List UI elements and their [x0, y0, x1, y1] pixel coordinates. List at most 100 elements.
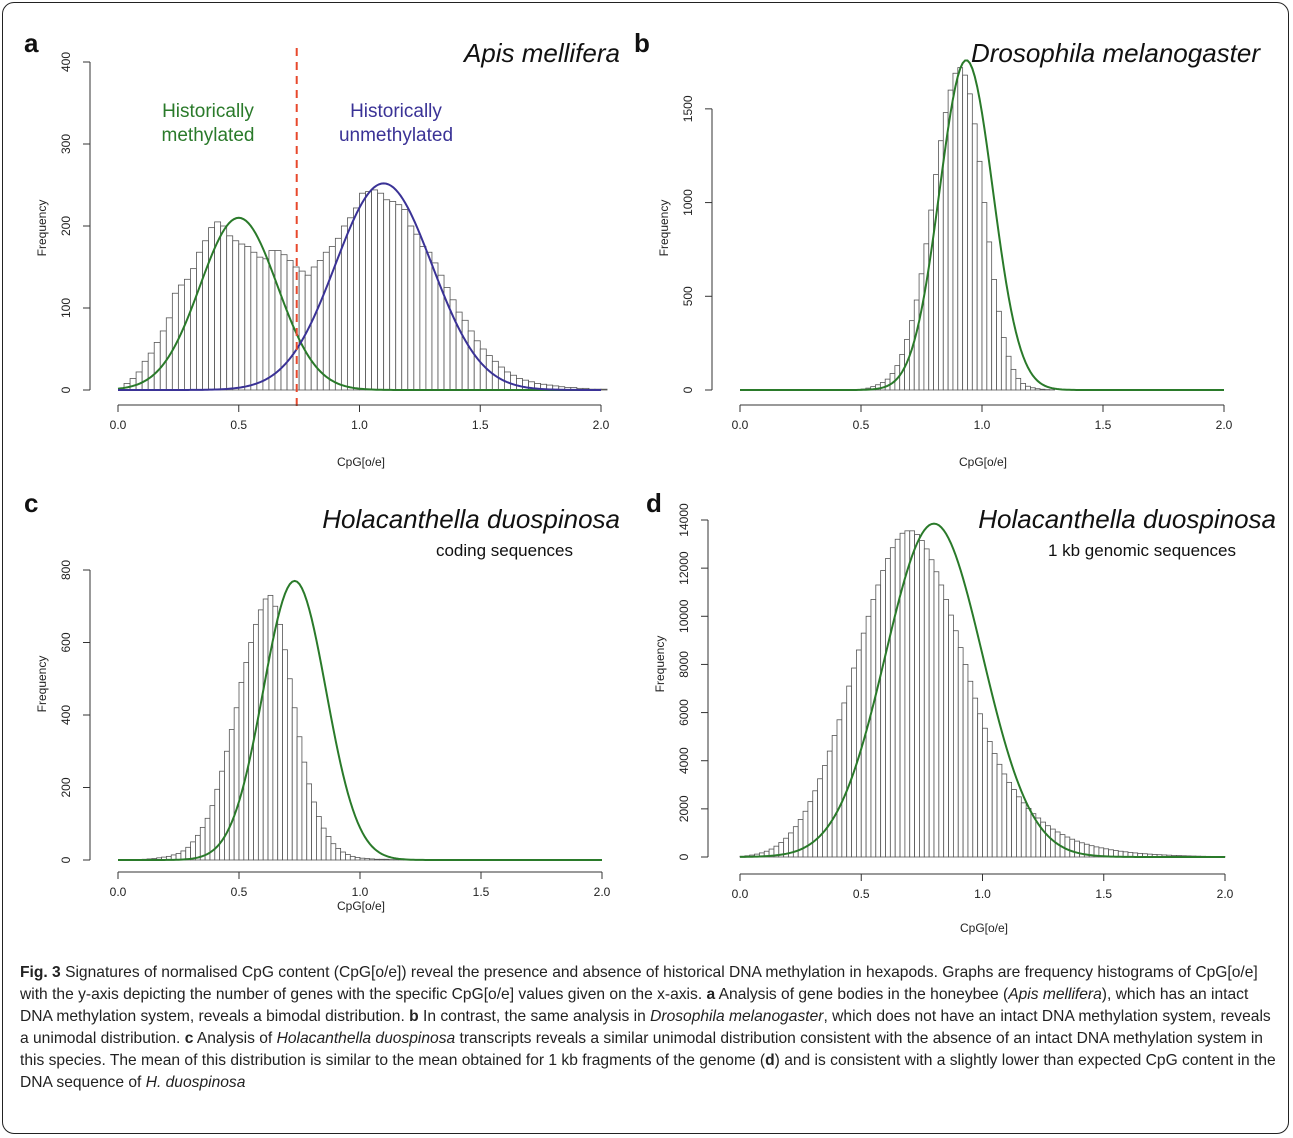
caption-ref-b: b	[409, 1008, 419, 1025]
caption-fig-label: Fig. 3	[20, 964, 61, 981]
y-tick-label: 1000	[681, 189, 695, 216]
histogram-bar	[1000, 337, 1007, 391]
x-tick-label: 1.0	[352, 885, 369, 899]
plot-area-a: 0.0 0.5 1.0 1.5 2.0 0 100 200 300 400	[59, 48, 610, 432]
histogram-bar	[353, 207, 360, 391]
histogram-bar	[938, 584, 945, 858]
histogram-bar	[413, 233, 421, 391]
histogram-bar	[320, 827, 327, 861]
y-tick-label: 0	[677, 853, 691, 860]
panel-title-a: Apis mellifera	[462, 38, 620, 68]
y-tick-label: 100	[59, 298, 73, 318]
histogram-bar	[316, 816, 322, 861]
annotation-methylated-line1: Historically	[162, 101, 254, 122]
histogram-bar	[280, 254, 288, 391]
histogram-bar	[923, 548, 930, 858]
histogram-bar	[986, 741, 993, 858]
caption-ref-c: c	[184, 1030, 194, 1047]
x-tick-label: 0.5	[231, 885, 248, 899]
x-tick-label: 0.5	[853, 887, 870, 901]
histogram-bar	[277, 623, 283, 861]
histogram-bar	[377, 192, 385, 391]
y-tick-label: 200	[59, 777, 73, 797]
histogram-bar	[894, 538, 901, 858]
y-axis-label-a: Frequency	[35, 200, 49, 257]
histogram-bar	[243, 662, 250, 861]
x-axis-label-a: CpG[o/e]	[337, 455, 385, 469]
histogram-bar	[479, 348, 487, 391]
histogram-bar	[219, 770, 225, 861]
histogram-bar	[340, 851, 346, 861]
y-tick-label: 12000	[677, 551, 691, 585]
histogram-bar	[933, 571, 940, 858]
histogram-bar	[885, 558, 891, 858]
histogram-bar	[347, 217, 354, 391]
histogram-bar	[310, 266, 318, 391]
histogram-bar	[383, 199, 391, 391]
annotation-unmethylated-line1: Historically	[350, 101, 442, 122]
histogram-bar	[875, 584, 882, 858]
x-axis-label-d: CpG[o/e]	[960, 921, 1008, 935]
y-tick-label: 0	[59, 386, 73, 393]
histogram-bar	[996, 763, 1003, 858]
histogram-bar	[262, 598, 269, 861]
histogram-bar	[986, 241, 993, 391]
x-tick-label: 1.0	[974, 418, 991, 432]
panel-letter-a: a	[24, 28, 39, 58]
histogram-bar	[431, 262, 439, 391]
x-tick-label: 1.5	[473, 885, 490, 899]
panel-title-d: Holacanthella duospinosa	[978, 504, 1276, 534]
histogram-bar	[909, 530, 915, 858]
caption-text-5: , which does not have an intact DNA meth…	[20, 1008, 1271, 1047]
histogram-bar	[976, 160, 983, 391]
histogram-bar	[135, 371, 143, 391]
x-tick-label: 2.0	[1216, 418, 1233, 432]
histogram-bar	[851, 667, 857, 858]
y-tick-label: 300	[59, 134, 73, 154]
histogram-bar	[256, 256, 264, 391]
x-tick-label: 0.0	[110, 885, 127, 899]
y-axis-label-c: Frequency	[35, 656, 49, 713]
histogram-bar	[1005, 355, 1012, 391]
histogram-bar	[797, 819, 804, 858]
caption-text-6: Analysis of	[193, 1030, 277, 1047]
histogram-bar	[1025, 385, 1031, 391]
caption-text-1: Signatures of normalised CpG content (Cp…	[20, 964, 1258, 1003]
histogram-bar	[228, 729, 235, 861]
histogram-bar	[865, 615, 872, 858]
panel-subtitle-d: 1 kb genomic sequences	[1048, 541, 1236, 560]
x-tick-label: 0.0	[732, 418, 749, 432]
annotation-unmethylated-line2: unmethylated	[339, 125, 453, 146]
histogram-bar	[1025, 807, 1032, 858]
histogram-bar	[349, 855, 356, 861]
histogram-bar	[371, 189, 379, 391]
caption-species-3: Holacanthella duospinosa	[276, 1030, 456, 1047]
histogram-bar	[359, 192, 366, 391]
y-tick-label: 6000	[677, 699, 691, 726]
histogram-bar	[991, 753, 998, 858]
histogram-bar	[928, 559, 935, 858]
histogram-bar	[407, 225, 415, 391]
fit-curve-a-1	[118, 182, 601, 391]
y-tick-label: 2000	[677, 795, 691, 822]
histogram-bar	[220, 225, 228, 391]
x-tick-label: 0.0	[732, 887, 749, 901]
histogram-bar	[383, 858, 390, 861]
histogram-bar	[147, 352, 155, 391]
y-tick-label: 0	[681, 386, 695, 393]
histogram-bar	[982, 727, 988, 858]
histogram-bar	[190, 268, 197, 391]
histogram-bar	[1074, 840, 1080, 858]
caption-text-2: Analysis of gene bodies in the honeybee …	[715, 986, 1009, 1003]
panel-subtitle-c: coding sequences	[436, 541, 573, 560]
histogram-bar	[1020, 802, 1027, 858]
histogram-bar	[1069, 838, 1076, 858]
histogram-bar	[822, 765, 828, 858]
y-tick-label: 10000	[677, 599, 691, 633]
histogram-bar	[971, 123, 978, 391]
histogram-bar	[1015, 377, 1022, 391]
histogram-bar	[272, 605, 279, 861]
histogram-bar	[419, 246, 427, 391]
plot-area-d: 0.0 0.5 1.0 1.5 2.0 0 2000 4000 6000 8000 10000 120…	[677, 503, 1234, 901]
histogram-bar	[282, 649, 288, 861]
